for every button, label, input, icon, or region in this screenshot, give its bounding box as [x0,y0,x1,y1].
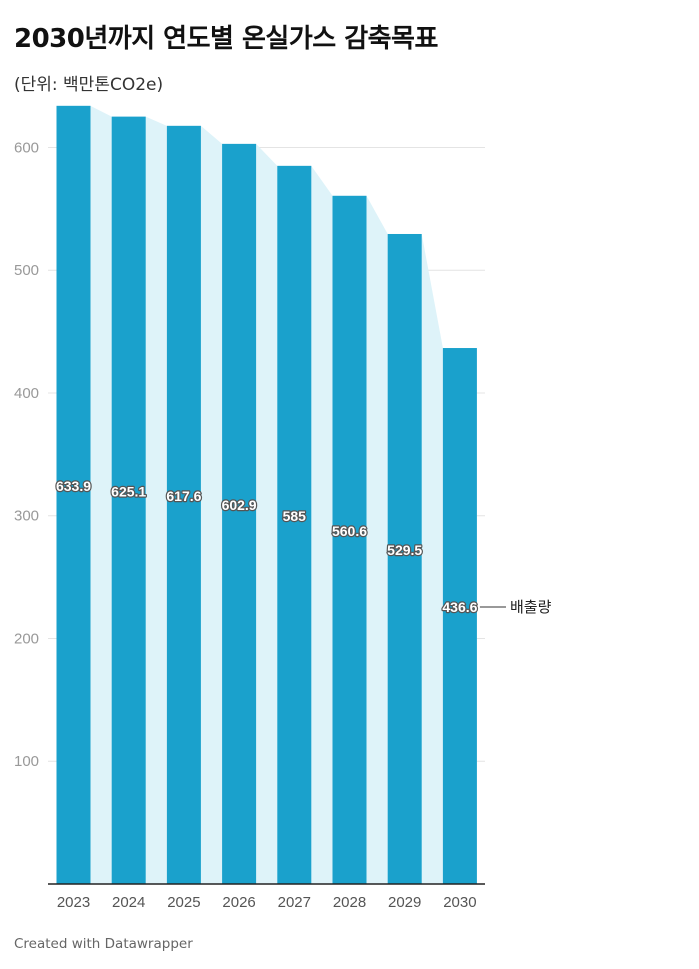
value-label-2024: 625.1 [111,483,146,499]
y-tick-label: 300 [14,508,39,525]
x-tick-label-2027: 2027 [278,894,311,911]
bar-2028 [332,195,367,884]
chart-subtitle: (단위: 백만톤CO2e) [14,75,164,95]
value-label-2029: 529.5 [387,542,422,558]
bar-2026 [222,143,257,885]
bar-2030 [442,348,477,884]
bar-2024 [111,116,146,884]
bar-2023 [56,105,91,885]
x-tick-label-2023: 2023 [57,894,90,911]
area-fill [56,105,477,885]
series-label: 배출량 [510,598,552,616]
x-tick-label-2028: 2028 [333,894,366,911]
x-tick-label-2026: 2026 [222,894,255,911]
chart-title: 2030년까지 연도별 온실가스 감축목표 [14,24,438,54]
y-tick-label: 500 [14,262,39,279]
bar-2029 [387,233,422,885]
value-label-2027: 585 [283,508,307,524]
value-label-2023: 633.9 [56,478,91,494]
value-label-2025: 617.6 [166,488,201,504]
y-tick-label: 200 [14,630,39,647]
y-tick-label: 600 [14,139,39,156]
x-tick-label-2024: 2024 [112,894,145,911]
bar-chart: 100 200 300 400 500 600 633.9 625.1 617.6 602.9 5… [14,105,552,911]
area-shape [56,105,477,885]
x-tick-label-2025: 2025 [167,894,200,911]
bar-2025 [166,125,201,885]
value-label-2030: 436.6 [442,599,477,615]
y-tick-label: 100 [14,753,39,770]
value-labels: 633.9 625.1 617.6 602.9 585 560.6 529.5 436.6 배출… [55,477,552,617]
x-tick-label-2029: 2029 [388,894,421,911]
bars [56,105,477,885]
bar-2027 [277,165,312,884]
value-label-2026: 602.9 [222,497,257,513]
y-tick-label: 400 [14,385,39,402]
value-label-2028: 560.6 [332,523,367,539]
credit-text: Created with Datawrapper [14,936,193,952]
x-tick-label-2030: 2030 [443,894,476,911]
axes: 2023 2024 2025 2026 2027 2028 2029 2030 [48,883,485,911]
